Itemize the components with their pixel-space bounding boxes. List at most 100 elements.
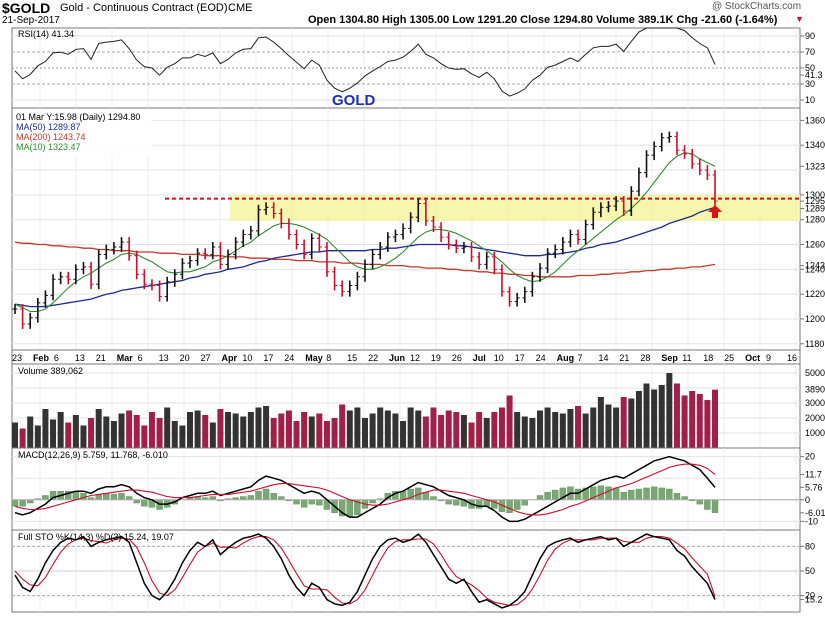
date-tick-label: 24 xyxy=(536,353,546,363)
macd-histogram-bar xyxy=(300,499,308,508)
rsi-tick-label: 50 xyxy=(805,63,815,73)
date-tick-label: 10 xyxy=(242,353,252,363)
date-tick-label: 8 xyxy=(326,353,331,363)
macd-histogram-bar xyxy=(308,499,315,505)
volume-bar xyxy=(308,416,315,448)
date-tick-label: 25 xyxy=(724,353,734,363)
legend-box xyxy=(14,111,152,157)
macd-histogram-bar xyxy=(673,493,681,500)
volume-tick-label: 5000K xyxy=(805,368,825,378)
volume-bar xyxy=(247,412,254,448)
volume-bar xyxy=(187,412,193,448)
ma50-line xyxy=(14,206,716,308)
date-tick-label: 16 xyxy=(787,353,797,363)
volume-bar xyxy=(476,412,483,448)
volume-bar xyxy=(232,413,239,448)
sto-k-line xyxy=(14,533,716,609)
volume-bar xyxy=(270,418,277,448)
macd-histogram-bar xyxy=(513,499,521,510)
date-tick-label: 27 xyxy=(201,353,211,363)
volume-bar xyxy=(19,428,26,448)
macd-histogram-bar xyxy=(635,488,643,500)
volume-bar xyxy=(141,425,148,448)
macd-histogram-bar xyxy=(11,499,19,507)
macd-histogram-bar xyxy=(453,499,460,506)
rsi-tick-label: 10 xyxy=(805,95,815,105)
volume-bar xyxy=(156,418,163,448)
date-tick-label: 6 xyxy=(54,353,59,363)
volume-bar xyxy=(240,416,247,448)
volume-bar xyxy=(438,415,445,448)
date-tick-label: Oct xyxy=(745,353,760,363)
date-tick-label: 6 xyxy=(138,353,143,363)
volume-bar xyxy=(339,404,346,448)
date-tick-label: 23 xyxy=(12,353,22,363)
date-tick-label: 28 xyxy=(640,353,650,363)
sto-tick-label: 20 xyxy=(805,591,815,601)
date-tick-label: Jun xyxy=(389,353,405,363)
volume-bar xyxy=(498,407,505,448)
volume-bar xyxy=(12,422,18,448)
macd-histogram-bar xyxy=(666,488,673,500)
date-tick-label: 13 xyxy=(75,353,85,363)
volume-bar xyxy=(673,383,680,448)
macd-histogram-bar xyxy=(293,499,300,505)
volume-bar xyxy=(179,425,186,448)
macd-histogram-bar xyxy=(103,493,110,500)
date-tick-label: Aug xyxy=(557,353,575,363)
rsi-label: RSI(14) 41.34 xyxy=(18,29,74,39)
macd-histogram-bar xyxy=(19,499,26,507)
macd-label: MACD(12,26,9) 5.759, 11.768, -6.010 xyxy=(18,450,168,460)
volume-bar xyxy=(575,406,582,448)
volume-bar xyxy=(392,413,399,448)
macd-histogram-bar xyxy=(711,499,719,513)
volume-bar xyxy=(27,416,34,448)
volume-bar xyxy=(696,394,703,448)
macd-histogram-bar xyxy=(262,488,270,500)
macd-histogram-bar xyxy=(552,489,559,500)
macd-histogram-bar xyxy=(42,495,49,500)
date-tick-label: Jul xyxy=(473,353,486,363)
volume-bar xyxy=(422,416,429,448)
macd-histogram-bar xyxy=(445,499,452,505)
date-tick-label: 21 xyxy=(96,353,106,363)
volume-bar xyxy=(50,419,57,448)
chart-date: 21-Sep-2017 xyxy=(2,15,60,26)
volume-bar xyxy=(514,412,521,448)
volume-bar xyxy=(225,412,232,448)
date-tick-label: 10 xyxy=(494,353,504,363)
macd-histogram-bar xyxy=(536,495,544,500)
volume-bar xyxy=(88,418,95,448)
date-tick-label: May xyxy=(305,353,323,363)
volume-bar xyxy=(704,400,711,448)
date-tick-label: 14 xyxy=(598,353,608,363)
macd-histogram-bar xyxy=(270,493,277,500)
volume-bar xyxy=(209,422,216,448)
date-tick-label: 12 xyxy=(410,353,420,363)
macd-histogram-bar xyxy=(620,492,627,500)
ohlc-readout: Open 1304.80 High 1305.00 Low 1291.20 Cl… xyxy=(308,14,778,26)
volume-bar xyxy=(712,389,718,448)
macd-histogram-bar xyxy=(612,487,620,500)
legend-entry: MA(10) 1323.47 xyxy=(16,142,81,152)
volume-tick-label: 3000K xyxy=(805,398,825,408)
volume-bar xyxy=(613,407,620,448)
date-tick-label: 13 xyxy=(159,353,169,363)
volume-bar xyxy=(95,409,102,448)
volume-tick-label: 1000K xyxy=(805,428,825,438)
date-tick-label: 7 xyxy=(578,353,583,363)
date-tick-label: 26 xyxy=(452,353,462,363)
rsi-tick-label: 90 xyxy=(805,31,815,41)
volume-bar xyxy=(537,410,543,448)
macd-histogram-bar xyxy=(696,499,703,505)
price-tick-label: 1289 xyxy=(805,204,825,214)
date-tick-label: 22 xyxy=(368,353,378,363)
sto-tick-label: 50 xyxy=(805,566,815,576)
volume-bar xyxy=(65,422,72,448)
price-tick-label: 1180 xyxy=(805,339,824,349)
volume-bar xyxy=(110,421,117,448)
volume-bar xyxy=(278,413,285,448)
macd-histogram-bar xyxy=(118,493,125,500)
macd-histogram-bar xyxy=(247,495,255,500)
